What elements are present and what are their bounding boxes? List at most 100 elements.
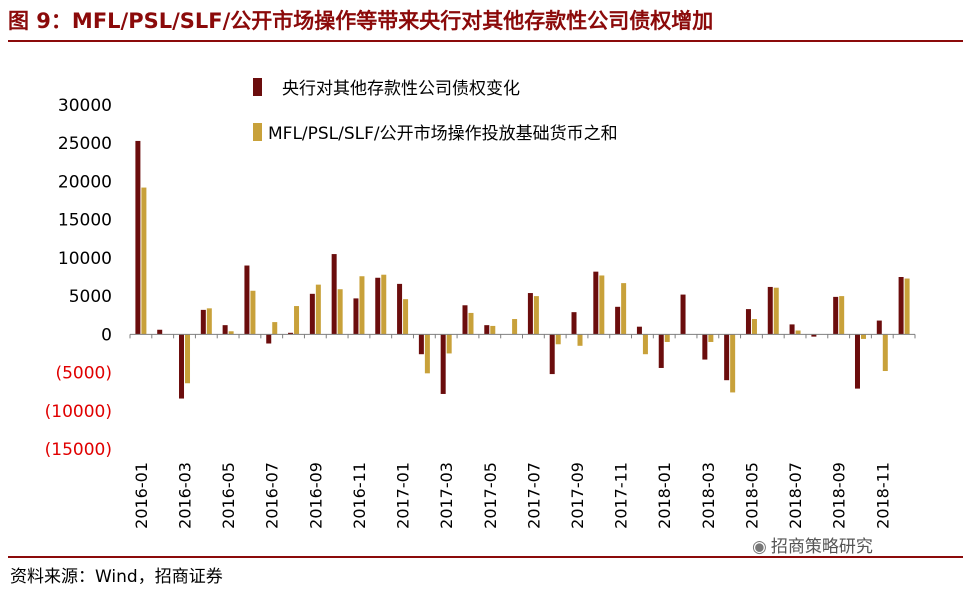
y-tick-label: 20000	[58, 172, 112, 192]
bar-series-2-2016-09	[315, 284, 321, 335]
bars-group	[135, 140, 910, 399]
figure-title: 图 9：MFL/PSL/SLF/公开市场操作等带来央行对其他存款性公司债权增加	[8, 9, 714, 33]
legend-swatch-series-2	[253, 123, 262, 141]
bar-series-1-2016-06	[244, 265, 250, 335]
bar-series-1-2018-03	[702, 334, 708, 360]
x-tick-label: 2018-11	[873, 462, 892, 529]
bar-series-1-2016-08	[288, 332, 294, 335]
y-tick-label: 5000	[69, 287, 112, 307]
y-tick-label: (5000)	[55, 364, 112, 384]
x-tick-label: 2016-05	[219, 462, 238, 529]
bar-series-2-2018-07	[795, 330, 801, 335]
y-axis: 30000 25000 20000 15000 10000 5000 0 (5000) (100…	[45, 96, 112, 460]
x-axis: 2016-01 2016-03 2016-05 2016-07 2016-09 2016-…	[129, 333, 916, 529]
y-tick-label: 0	[101, 325, 112, 345]
bar-series-2-2018-12	[904, 278, 910, 335]
bar-series-2-2016-03	[185, 334, 191, 384]
bar-series-2-2018-09	[839, 296, 845, 335]
watermark-text: 招商策略研究	[770, 537, 873, 557]
bar-series-1-2017-07	[527, 293, 533, 335]
y-tick-label: 10000	[58, 249, 112, 269]
bar-series-1-2018-02	[680, 294, 686, 335]
y-tick-label: (15000)	[45, 440, 112, 460]
x-tick-label: 2017-07	[524, 462, 543, 529]
wechat-icon: ◉	[752, 537, 767, 557]
x-tick-label: 2018-09	[830, 462, 849, 529]
bar-series-1-2018-05	[745, 309, 751, 335]
bar-series-1-2018-07	[789, 324, 795, 335]
bar-series-1-2018-04	[724, 334, 730, 381]
x-tick-label: 2017-11	[612, 462, 631, 529]
bar-series-2-2018-06	[773, 287, 779, 335]
bar-series-2-2017-06	[512, 319, 518, 335]
bar-series-1-2017-04	[462, 305, 468, 335]
bar-series-1-2016-07	[266, 334, 272, 344]
bar-series-1-2017-12	[636, 326, 642, 335]
bar-series-2-2017-11	[621, 283, 627, 335]
bar-series-1-2018-12	[898, 277, 904, 335]
bar-series-1-2016-09	[309, 293, 315, 335]
bar-series-1-2017-08	[549, 334, 555, 375]
bar-series-2-2017-08	[555, 334, 561, 345]
bar-series-2-2017-03	[446, 334, 452, 354]
y-tick-label: (10000)	[45, 402, 112, 422]
bar-series-1-2018-08	[811, 334, 817, 337]
bar-series-1-2016-05	[222, 325, 228, 335]
bar-series-1-2018-06	[767, 286, 773, 335]
bar-series-2-2018-03	[708, 334, 714, 342]
bar-series-1-2017-01	[397, 283, 403, 335]
title-rule	[8, 40, 963, 42]
bar-series-1-2017-03	[440, 334, 446, 394]
x-tick-label: 2017-05	[481, 462, 500, 529]
bar-series-2-2017-04	[468, 312, 474, 335]
bar-series-2-2017-07	[533, 296, 539, 335]
x-tick-label: 2018-03	[699, 462, 718, 529]
legend-label-series-1: 央行对其他存款性公司债权变化	[282, 79, 520, 99]
bar-series-1-2018-10	[854, 334, 860, 389]
bar-series-2-2016-10	[337, 289, 343, 335]
bar-chart: 30000 25000 20000 15000 10000 5000 0 (5000) (100…	[45, 78, 916, 529]
bar-series-2-2016-12	[381, 274, 387, 335]
legend-swatch-series-1	[253, 78, 262, 96]
bar-series-2-2016-08	[294, 306, 300, 335]
x-tick-label: 2017-03	[437, 462, 456, 529]
bar-series-2-2016-06	[250, 290, 256, 335]
bar-series-2-2018-01	[664, 334, 670, 342]
y-tick-label: 25000	[58, 134, 112, 154]
watermark: ◉ 招商策略研究	[752, 532, 873, 557]
bar-series-1-2018-11	[876, 320, 882, 335]
bar-series-1-2016-11	[353, 298, 359, 335]
y-tick-label: 30000	[58, 96, 112, 116]
bar-series-1-2017-10	[593, 271, 599, 335]
bar-series-1-2016-03	[179, 334, 185, 399]
bar-series-2-2016-07	[272, 322, 278, 335]
x-tick-label: 2017-09	[568, 462, 587, 529]
bar-series-1-2016-10	[331, 254, 337, 335]
bar-series-2-2016-11	[359, 276, 365, 335]
x-tick-label: 2016-11	[350, 462, 369, 529]
bar-series-2-2017-09	[577, 334, 583, 346]
x-tick-label: 2018-05	[742, 462, 761, 529]
x-tick-label: 2018-07	[786, 462, 805, 529]
bar-series-1-2017-09	[571, 312, 577, 335]
bar-series-2-2017-05	[490, 325, 496, 335]
bar-series-1-2016-01	[135, 140, 141, 335]
bar-series-2-2016-01	[141, 187, 147, 335]
bar-series-2-2017-12	[642, 334, 648, 355]
bar-series-1-2018-01	[658, 334, 664, 368]
x-tick-label: 2016-03	[176, 462, 195, 529]
bar-series-2-2016-05	[228, 331, 234, 335]
bar-series-1-2018-09	[833, 296, 839, 335]
footer-rule	[8, 556, 963, 558]
bar-series-1-2017-02	[418, 334, 424, 355]
legend-label-series-2: MFL/PSL/SLF/公开市场操作投放基础货币之和	[268, 124, 618, 144]
x-tick-label: 2017-01	[394, 462, 413, 529]
x-tick-label: 2018-01	[655, 462, 674, 529]
bar-series-2-2017-10	[599, 275, 605, 335]
x-tick-label: 2016-07	[263, 462, 282, 529]
source-note: 资料来源：Wind，招商证券	[10, 567, 223, 587]
bar-series-1-2017-05	[484, 325, 490, 335]
bar-series-2-2018-10	[860, 334, 866, 339]
x-tick-label: 2016-09	[306, 462, 325, 529]
bar-series-2-2016-04	[206, 308, 212, 335]
